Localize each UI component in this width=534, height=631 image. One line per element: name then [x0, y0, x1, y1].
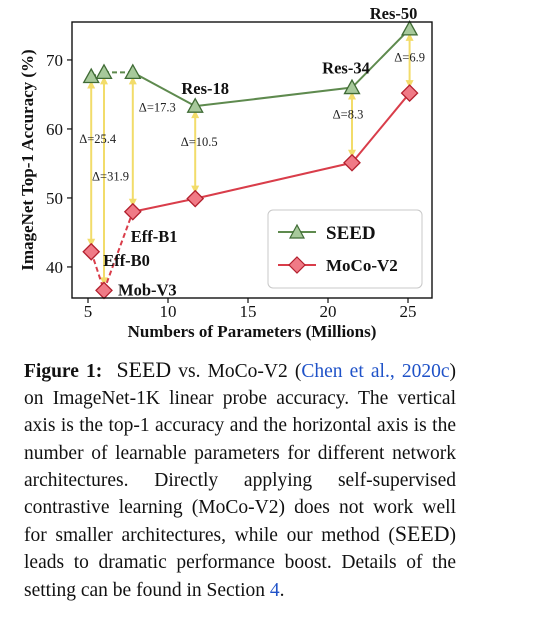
y-tick-label: 70 [46, 51, 63, 70]
seed-method-name-2: SEED [394, 522, 450, 547]
delta-label: Δ=10.5 [181, 135, 218, 149]
model-label: Eff-B1 [131, 227, 178, 246]
delta-label: Δ=17.3 [139, 101, 176, 115]
delta-label: Δ=6.9 [394, 50, 425, 64]
moco-line-segment [194, 161, 353, 200]
model-label: Res-50 [370, 4, 418, 23]
gap-arrow-head [128, 76, 137, 85]
plot-area: Δ=25.4 Δ=31.9 Δ=17.3 Δ=10.5 Δ=8.3 Δ=6.9 Eff-B0… [18, 4, 433, 341]
model-label: Res-34 [322, 59, 370, 78]
moco-point [123, 202, 142, 221]
seed-point [186, 97, 204, 113]
gap-arrow-head [100, 277, 108, 286]
seed-point [124, 63, 142, 80]
moco-line-segment [103, 211, 134, 291]
x-tick-label: 5 [84, 302, 93, 321]
gap-arrow-head [191, 110, 200, 119]
x-tick-label: 10 [160, 302, 177, 321]
section-link[interactable]: 4 [269, 579, 280, 601]
legend-box [267, 209, 423, 289]
moco-point [343, 153, 361, 172]
seed-point [343, 78, 361, 95]
x-tick-label: 15 [240, 302, 257, 321]
caption-text-4: . [279, 579, 285, 601]
x-tick-label: 25 [400, 302, 417, 321]
seed-method-name: SEED [116, 358, 172, 382]
citation-link[interactable]: Chen et al., 2020c [301, 361, 450, 382]
gap-arrow-head [405, 32, 414, 41]
gap-arrow-head [348, 149, 356, 158]
x-tick-label: 20 [320, 302, 337, 321]
model-label: Eff-B0 [103, 251, 150, 270]
seed-point [82, 67, 100, 84]
gap-arrow-head [128, 198, 137, 207]
gap-arrow-head [100, 76, 108, 85]
gap-arrow-head [405, 80, 414, 89]
gap-arrow-head [87, 80, 96, 89]
delta-label: Δ=8.3 [333, 108, 364, 122]
x-axis-label: Numbers of Parameters (Millions) [128, 322, 377, 341]
caption-text-2: ) on ImageNet-1K linear probe accuracy. … [24, 361, 456, 547]
seed-point [400, 20, 419, 36]
legend-seed-label: SEED [326, 223, 376, 244]
model-label: Mob-V3 [118, 280, 177, 299]
seed-line-segment [195, 86, 353, 108]
seed-line-segment [132, 71, 196, 108]
y-axis-label: ImageNet Top-1 Accuracy (%) [18, 49, 37, 270]
moco-point [95, 281, 113, 300]
figure-label: Figure 1: [24, 361, 103, 382]
model-label: Res-18 [181, 79, 229, 98]
y-tick-label: 40 [46, 258, 63, 277]
y-tick-label: 50 [46, 189, 63, 208]
delta-label: Δ=31.9 [92, 170, 129, 184]
figure-caption: Figure 1: SEED vs. MoCo-V2 (Chen et al.,… [24, 357, 456, 604]
moco-line-segment [351, 92, 411, 164]
delta-label: Δ=25.4 [79, 132, 117, 146]
seed-line-segment [351, 28, 411, 89]
caption-text-3: ) leads to dramatic performance boost. D… [24, 525, 456, 601]
gap-arrow-head [191, 185, 200, 194]
caption-text-1: vs. MoCo-V2 ( [171, 361, 302, 382]
moco-point [186, 189, 205, 208]
axes-frame [71, 21, 433, 299]
gap-arrow-head [87, 238, 96, 247]
seed-point [95, 63, 113, 80]
legend-seed-marker [288, 223, 306, 239]
moco-line-segment [132, 197, 196, 213]
y-tick-label: 60 [46, 120, 63, 139]
accuracy-chart: Δ=25.4 Δ=31.9 Δ=17.3 Δ=10.5 Δ=8.3 Δ=6.9 Eff-B0… [18, 4, 433, 341]
legend-moco-label: MoCo-V2 [326, 256, 398, 275]
moco-point [400, 84, 419, 102]
gap-arrow-head [348, 91, 356, 100]
moco-point [82, 242, 101, 261]
legend-moco-marker [288, 256, 306, 274]
